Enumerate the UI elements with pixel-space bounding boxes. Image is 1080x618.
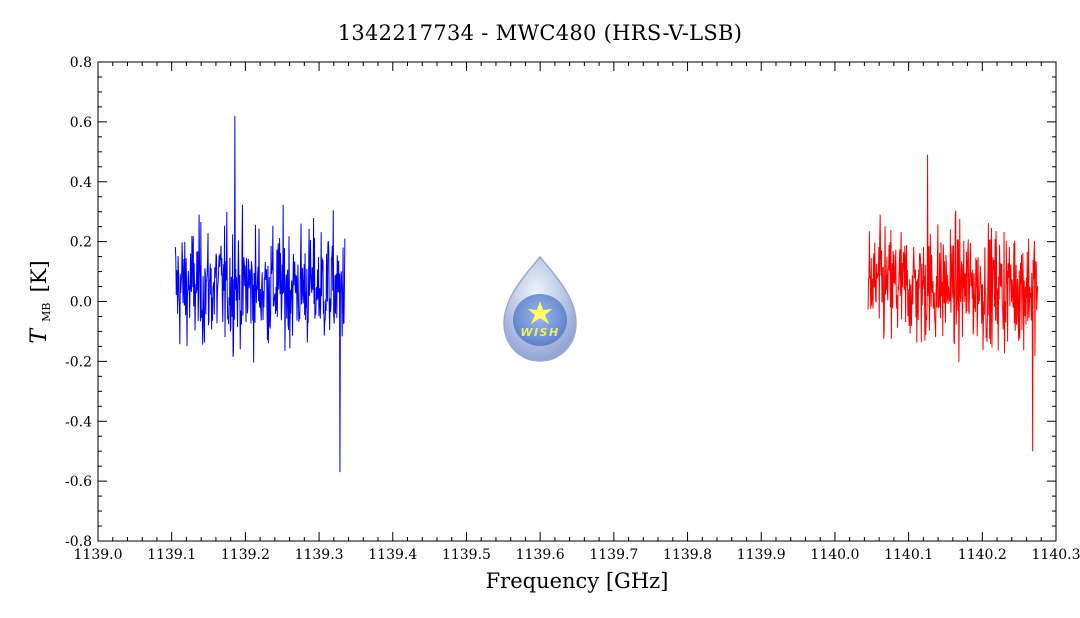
x-tick-label: 1139.4 bbox=[368, 547, 417, 563]
x-tick-label: 1139.5 bbox=[442, 547, 491, 563]
x-tick-label: 1139.2 bbox=[221, 547, 270, 563]
x-axis: 1139.0 1139.1 1139.2 1139.3 1139.4 1139.5 1139… bbox=[74, 62, 1080, 563]
x-axis-label: Frequency [GHz] bbox=[486, 569, 669, 593]
x-tick-label: 1139.7 bbox=[589, 547, 638, 563]
y-tick-label: 0.8 bbox=[70, 55, 92, 71]
spectrum-line-2 bbox=[867, 154, 1039, 452]
y-tick-label: 0.6 bbox=[70, 115, 92, 131]
y-axis-unit: [K] bbox=[27, 260, 51, 292]
y-tick-label: -0.6 bbox=[65, 474, 92, 490]
star-icon bbox=[528, 301, 552, 324]
logo-text: WISH bbox=[520, 326, 559, 339]
y-tick-label: 0.4 bbox=[70, 175, 92, 191]
x-tick-label: 1139.0 bbox=[74, 547, 123, 563]
wish-logo: WISH bbox=[503, 255, 577, 362]
y-tick-label: -0.4 bbox=[65, 414, 92, 430]
y-axis-label: T MB [K] bbox=[27, 260, 54, 343]
y-tick-label: 0.0 bbox=[70, 295, 92, 311]
y-tick-label: -0.2 bbox=[65, 354, 92, 370]
x-tick-label: 1139.6 bbox=[516, 547, 565, 563]
x-tick-label: 1139.1 bbox=[147, 547, 196, 563]
x-tick-label: 1139.3 bbox=[295, 547, 344, 563]
chart-title: 1342217734 - MWC480 (HRS-V-LSB) bbox=[338, 21, 743, 45]
y-axis-subscript: MB bbox=[40, 303, 53, 322]
y-tick-label: -0.8 bbox=[65, 534, 92, 550]
spectrum-line-1 bbox=[174, 115, 346, 473]
x-tick-label: 1140.0 bbox=[810, 547, 859, 563]
x-tick-label: 1140.1 bbox=[884, 547, 933, 563]
x-tick-label: 1139.9 bbox=[737, 547, 786, 563]
y-axis: -0.8 -0.6 -0.4 -0.2 0.0 0.2 0.4 0.6 0.8 bbox=[65, 55, 1056, 550]
x-tick-label: 1140.2 bbox=[958, 547, 1007, 563]
x-tick-label: 1139.8 bbox=[663, 547, 712, 563]
x-tick-label: 1140.3 bbox=[1032, 547, 1080, 563]
series-layer bbox=[174, 115, 1039, 473]
svg-text:T MB [K]: T MB [K] bbox=[27, 260, 54, 343]
y-tick-label: 0.2 bbox=[70, 235, 92, 251]
y-axis-symbol: T bbox=[27, 327, 52, 344]
